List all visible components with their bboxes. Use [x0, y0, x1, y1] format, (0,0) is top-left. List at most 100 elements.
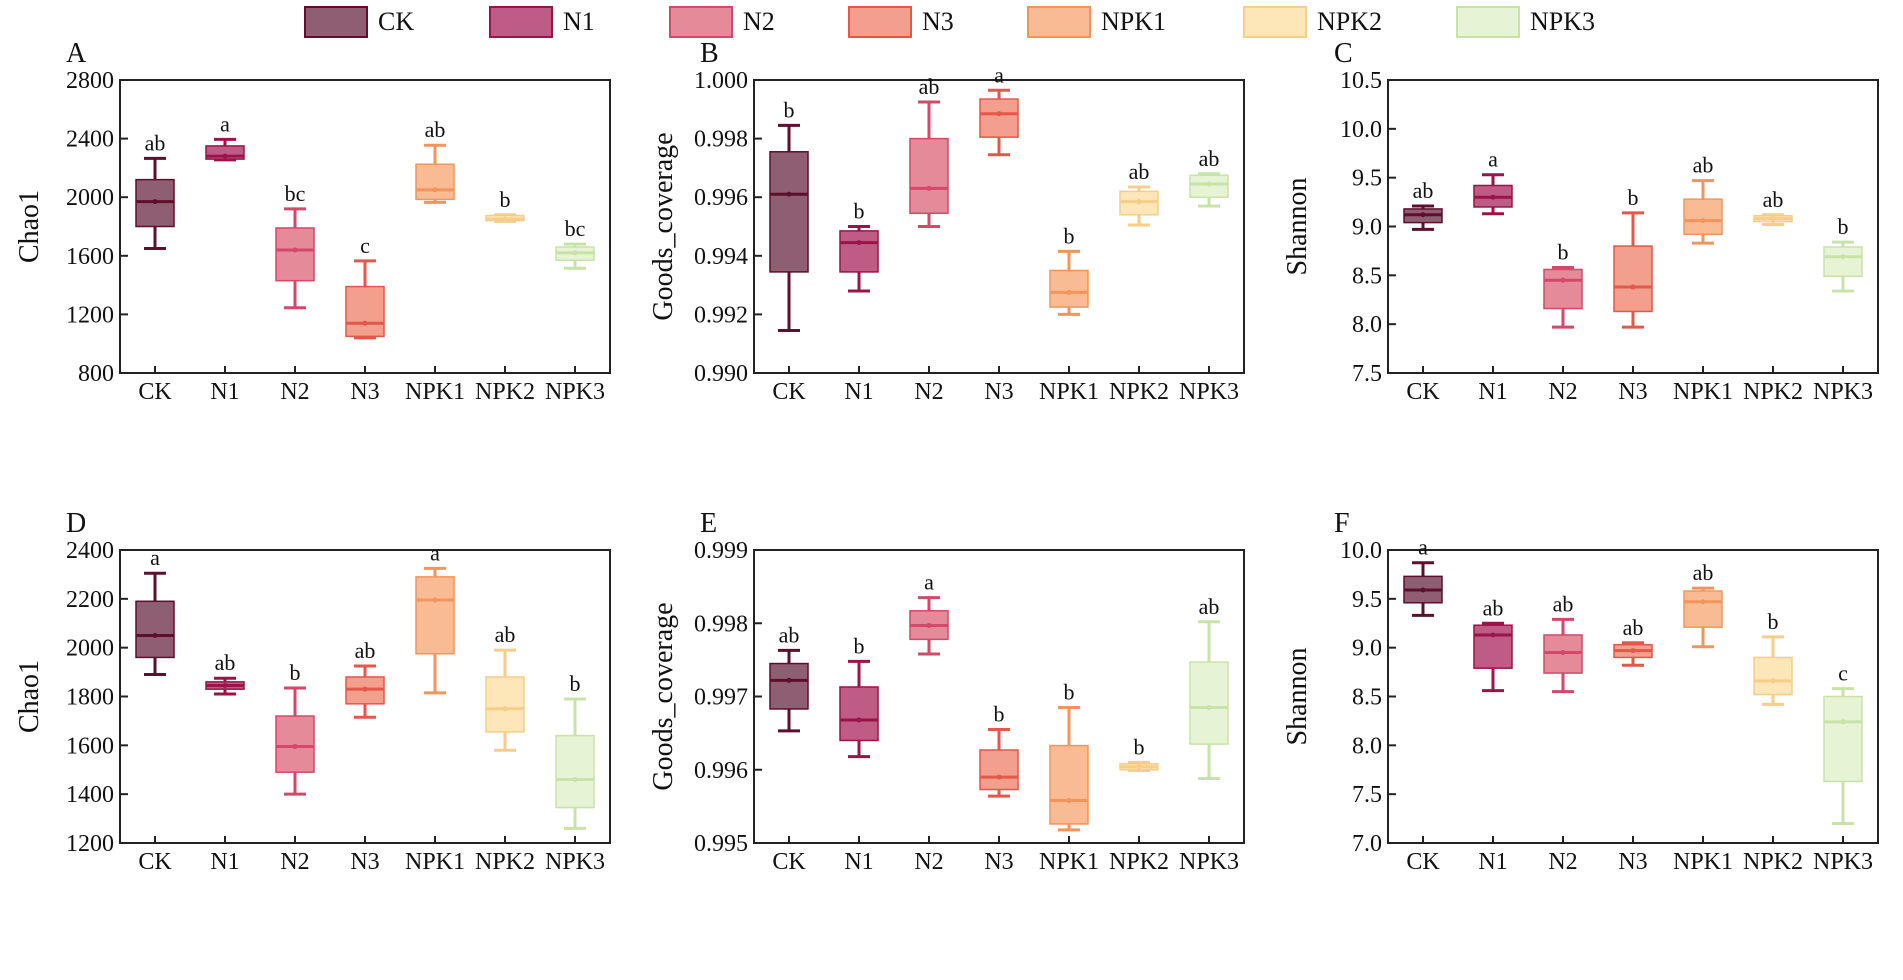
- box-b-npk3: ab: [1189, 146, 1229, 208]
- y-tick-label-c: 8.5: [1352, 263, 1382, 289]
- median-dot: [1630, 648, 1636, 654]
- box-iqr: [135, 600, 175, 659]
- y-tick-label-a: 2000: [66, 185, 114, 211]
- box-iqr: [1049, 269, 1089, 308]
- significance-label: a: [430, 540, 440, 565]
- median-dot: [996, 111, 1002, 117]
- x-tick-label-f: NPK3: [1813, 849, 1873, 875]
- legend-swatch-n3: [848, 6, 912, 38]
- median-dot: [1066, 798, 1072, 804]
- significance-label: ab: [1693, 153, 1714, 178]
- panel-letter-b: B: [700, 38, 719, 69]
- y-axis-label-a: Chao1: [14, 190, 45, 263]
- box-e-npk1: b: [1049, 679, 1089, 832]
- y-tick-label-a: 1600: [66, 244, 114, 270]
- y-tick-label-f: 7.5: [1352, 782, 1382, 808]
- panel-f: F Shannon 7.0 7.5 8.0 8.5 9.0 9.5 10.0 CK N1 N2 N3 NP…: [1268, 508, 1898, 980]
- y-tick-label-a: 2800: [66, 68, 114, 94]
- box-iqr: [275, 715, 315, 773]
- significance-label: b: [994, 701, 1005, 726]
- y-tick-label-f: 8.0: [1352, 733, 1382, 759]
- y-tick-label-b: 1.000: [694, 68, 748, 94]
- panel-a: A Chao1 800 1200 1600 2000 2400 2800 CK N1 N2 N3 NPK…: [0, 38, 630, 510]
- legend-swatch-n2: [669, 6, 733, 38]
- boxplot-chart-b: B Goods_coverage 0.990 0.992 0.994 0.996 0.998…: [648, 38, 1245, 405]
- significance-label: bc: [285, 181, 306, 206]
- median-dot: [1490, 194, 1496, 200]
- boxplot-chart-f: F Shannon 7.0 7.5 8.0 8.5 9.0 9.5 10.0 CK N1 N2 N3 NP…: [1282, 508, 1879, 875]
- box-e-npk2: b: [1119, 734, 1159, 772]
- box-e-npk3: ab: [1189, 594, 1229, 781]
- significance-label: b: [854, 199, 865, 224]
- significance-label: b: [290, 660, 301, 685]
- x-tick-label-f: NPK1: [1673, 849, 1733, 875]
- significance-label: ab: [215, 650, 236, 675]
- median-dot: [786, 677, 792, 683]
- box-iqr: [1473, 624, 1513, 669]
- x-tick-label-d: NPK3: [545, 849, 605, 875]
- box-d-ck: a: [135, 545, 175, 677]
- box-b-npk1: b: [1049, 223, 1089, 316]
- median-dot: [502, 216, 508, 222]
- x-tick-label-f: N1: [1478, 849, 1507, 875]
- significance-label: a: [1488, 147, 1498, 172]
- y-tick-label-d: 2000: [66, 636, 114, 662]
- x-tick-label-a: CK: [138, 379, 172, 405]
- legend-swatch-npk1: [1027, 6, 1091, 38]
- significance-label: ab: [1623, 615, 1644, 640]
- y-tick-label-c: 8.0: [1352, 312, 1382, 338]
- significance-label: b: [1838, 214, 1849, 239]
- box-iqr: [555, 734, 595, 809]
- y-tick-label-f: 9.0: [1352, 636, 1382, 662]
- box-iqr: [1543, 268, 1583, 310]
- median-dot: [1560, 650, 1566, 656]
- x-tick-label-e: N3: [984, 849, 1013, 875]
- y-tick-label-e: 0.999: [694, 538, 748, 564]
- box-iqr: [839, 230, 879, 273]
- panel-e: E Goods_coverage 0.995 0.996 0.997 0.998 0.999…: [634, 508, 1264, 980]
- box-f-npk1: ab: [1683, 560, 1723, 649]
- y-tick-label-f: 10.0: [1340, 538, 1382, 564]
- y-tick-label-b: 0.994: [694, 244, 748, 270]
- box-iqr: [909, 137, 949, 215]
- median-dot: [1066, 289, 1072, 295]
- y-tick-label-c: 10.0: [1340, 117, 1382, 143]
- median-dot: [292, 247, 298, 253]
- box-f-n2: ab: [1543, 591, 1583, 694]
- legend-label-n2: N2: [743, 7, 775, 36]
- median-dot: [1136, 199, 1142, 205]
- box-a-npk3: bc: [555, 216, 595, 270]
- box-e-n1: b: [839, 633, 879, 759]
- y-tick-label-f: 7.0: [1352, 831, 1382, 857]
- legend-swatch-npk3: [1456, 6, 1520, 38]
- box-f-n1: ab: [1473, 595, 1513, 693]
- significance-label: c: [1838, 661, 1848, 686]
- y-axis-label-d: Chao1: [14, 660, 45, 733]
- significance-label: b: [854, 633, 865, 658]
- x-tick-label-a: NPK3: [545, 379, 605, 405]
- median-dot: [1840, 719, 1846, 725]
- box-c-ck: ab: [1403, 178, 1443, 231]
- box-b-n2: ab: [909, 74, 949, 228]
- median-dot: [856, 717, 862, 723]
- median-dot: [152, 199, 158, 205]
- significance-label: b: [1558, 240, 1569, 265]
- x-tick-label-b: N3: [984, 379, 1013, 405]
- box-iqr: [1189, 661, 1229, 745]
- significance-label: ab: [145, 130, 166, 155]
- box-d-n1: ab: [205, 650, 245, 696]
- significance-label: b: [784, 97, 795, 122]
- box-iqr: [769, 151, 809, 273]
- box-e-n2: a: [909, 570, 949, 656]
- y-tick-label-e: 0.995: [694, 831, 748, 857]
- median-dot: [1490, 632, 1496, 638]
- box-e-n3: b: [979, 701, 1019, 798]
- significance-label: ab: [919, 74, 940, 99]
- y-tick-label-c: 10.5: [1340, 68, 1382, 94]
- box-f-npk2: b: [1753, 609, 1793, 706]
- x-tick-label-d: N3: [350, 849, 379, 875]
- panel-letter-f: F: [1334, 508, 1350, 539]
- median-dot: [502, 706, 508, 712]
- plot-frame-f: [1387, 549, 1879, 844]
- x-tick-label-e: NPK1: [1039, 849, 1099, 875]
